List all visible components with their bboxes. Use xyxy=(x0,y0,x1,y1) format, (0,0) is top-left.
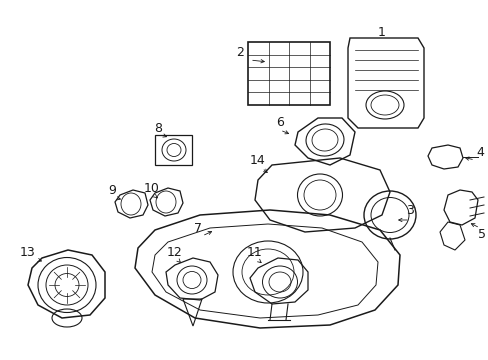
Text: 14: 14 xyxy=(250,153,265,166)
Text: 8: 8 xyxy=(154,122,162,135)
Text: 4: 4 xyxy=(475,145,483,158)
Text: 11: 11 xyxy=(246,246,263,258)
Text: 12: 12 xyxy=(167,246,183,258)
Text: 7: 7 xyxy=(194,221,202,234)
Text: 3: 3 xyxy=(405,203,413,216)
Text: 9: 9 xyxy=(108,184,116,197)
Text: 1: 1 xyxy=(377,26,385,39)
Text: 6: 6 xyxy=(276,116,284,129)
Text: 2: 2 xyxy=(236,45,244,58)
Text: 13: 13 xyxy=(20,246,36,258)
Text: 10: 10 xyxy=(144,181,160,194)
Text: 5: 5 xyxy=(477,229,485,242)
